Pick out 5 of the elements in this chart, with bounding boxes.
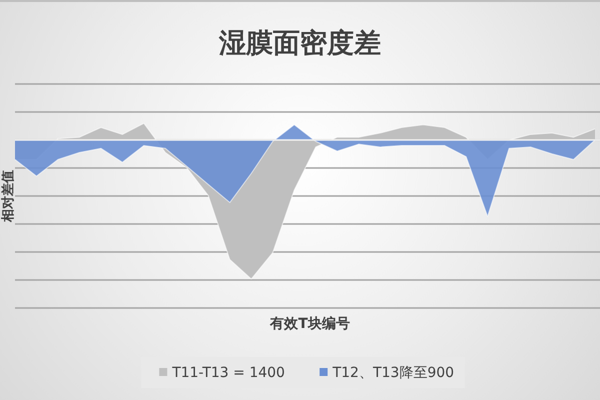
- chart-title: 湿膜面密度差: [218, 28, 381, 59]
- x-axis-title: 有效T块编号: [269, 315, 350, 332]
- legend-label: T12、T13降至900: [332, 365, 454, 381]
- y-axis-title: 相对差值: [1, 170, 16, 223]
- legend-label: T11-T13 = 1400: [171, 365, 285, 381]
